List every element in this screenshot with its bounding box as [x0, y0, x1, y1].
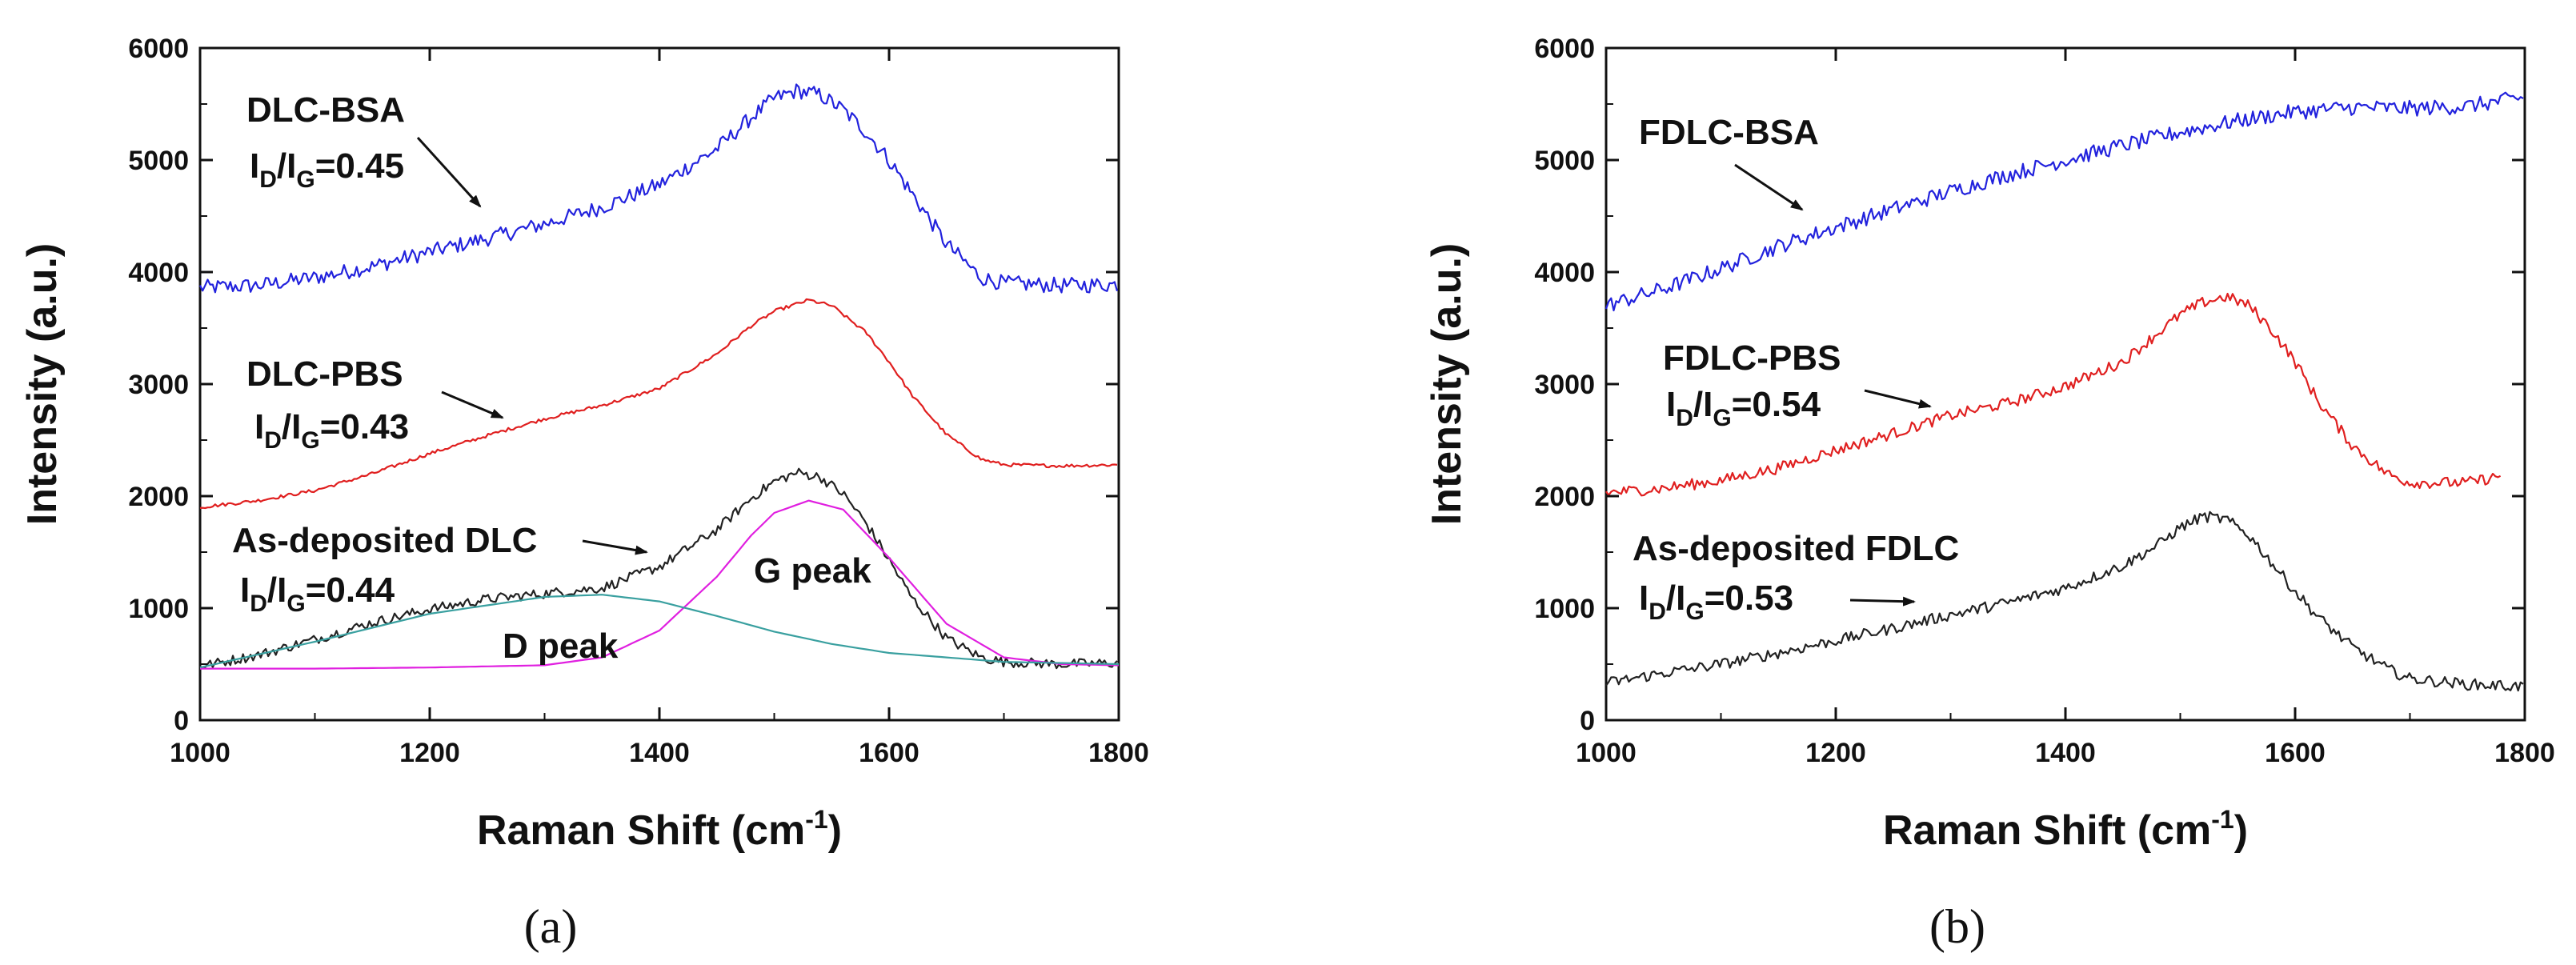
annotation-dlc-bsa: DLC-BSA [246, 90, 405, 130]
y-axis-title: Intensity (a.u.) [1424, 243, 1470, 525]
axis-ticks: 1000 1200 1400 1600 180001000200030004000500… [1534, 34, 2554, 768]
y-tick-label: 4000 [128, 258, 189, 288]
x-tick-label: 1200 [399, 738, 460, 768]
y-tick-label: 6000 [128, 34, 189, 64]
y-tick-label: 1000 [128, 594, 189, 624]
x-tick-label: 1400 [2035, 738, 2096, 768]
annotation-fdlc-pbs-ratio: ID/IG=0.54 [1666, 385, 1821, 431]
x-tick-label: 1600 [859, 738, 919, 768]
series-group [1604, 91, 2524, 692]
arrow-as-deposited-fdlc [1849, 596, 1916, 607]
x-tick-label: 1000 [170, 738, 230, 768]
panel-label-a: (a) [524, 900, 578, 953]
y-tick-label: 3000 [1534, 370, 1595, 400]
y-tick-label: 6000 [1534, 34, 1595, 64]
x-tick-label: 1200 [1805, 738, 1866, 768]
annotation-dlc-pbs-ratio: ID/IG=0.43 [254, 407, 409, 454]
annotation-dlc-bsa-ratio: ID/IG=0.45 [250, 146, 404, 193]
annotation-as-deposited-fdlc: As-deposited FDLC [1633, 529, 1959, 568]
series-d-peak-fit [199, 594, 1120, 669]
annotation-as-deposited-fdlc-ratio: ID/IG=0.53 [1639, 579, 1793, 625]
y-tick-label: 2000 [1534, 482, 1595, 512]
annotation-d-peak: D peak [503, 627, 619, 666]
arrow-dlc-pbs [441, 390, 504, 419]
axis-ticks: 1000 1200 1400 1600 180001000200030004000500… [128, 34, 1148, 768]
annotation-dlc-pbs: DLC-PBS [246, 354, 403, 394]
annotation-as-deposited-dlc: As-deposited DLC [232, 521, 537, 560]
arrow-fdlc-pbs [1864, 389, 1932, 409]
annotation-as-deposited-dlc-ratio: ID/IG=0.44 [240, 571, 395, 617]
y-tick-label: 5000 [1534, 146, 1595, 176]
arrow-as-deposited-dlc [582, 539, 648, 555]
x-tick-label: 1600 [2265, 738, 2326, 768]
series-dlc-pbs [199, 298, 1118, 510]
series-fdlc-bsa [1604, 91, 2524, 312]
series-group [199, 83, 1120, 670]
y-tick-label: 0 [174, 706, 189, 736]
series-fdlc-pbs [1605, 292, 2502, 497]
panel-label-b: (b) [1929, 900, 1985, 953]
y-axis-title: Intensity (a.u.) [19, 243, 66, 525]
arrow-fdlc-bsa [1734, 163, 1804, 211]
x-tick-label: 1800 [2494, 738, 2555, 768]
y-tick-label: 3000 [128, 370, 189, 400]
y-tick-label: 0 [1580, 706, 1595, 736]
annotation-fdlc-pbs: FDLC-PBS [1663, 338, 1841, 378]
y-tick-label: 5000 [128, 146, 189, 176]
y-tick-label: 2000 [128, 482, 189, 512]
series-as-deposited-dlc [199, 467, 1118, 670]
series-g-peak-fit [200, 499, 1120, 670]
x-tick-label: 1800 [1088, 738, 1149, 768]
x-tick-label: 1000 [1576, 738, 1637, 768]
x-tick-label: 1400 [629, 738, 690, 768]
x-axis-title: Raman Shift (cm-1) [477, 805, 842, 854]
annotation-g-peak: G peak [754, 551, 871, 591]
y-tick-label: 4000 [1534, 258, 1595, 288]
annotation-fdlc-bsa: FDLC-BSA [1639, 113, 1819, 152]
panel-a: 1000 1200 1400 1600 180001000200030004000500… [19, 34, 1149, 953]
series-as-deposited-fdlc [1605, 511, 2524, 692]
panel-b: 1000 1200 1400 1600 180001000200030004000500… [1424, 34, 2555, 953]
x-axis-title: Raman Shift (cm-1) [1883, 805, 2248, 854]
y-tick-label: 1000 [1534, 594, 1595, 624]
arrow-dlc-bsa [416, 136, 482, 208]
series-dlc-bsa [199, 83, 1119, 294]
